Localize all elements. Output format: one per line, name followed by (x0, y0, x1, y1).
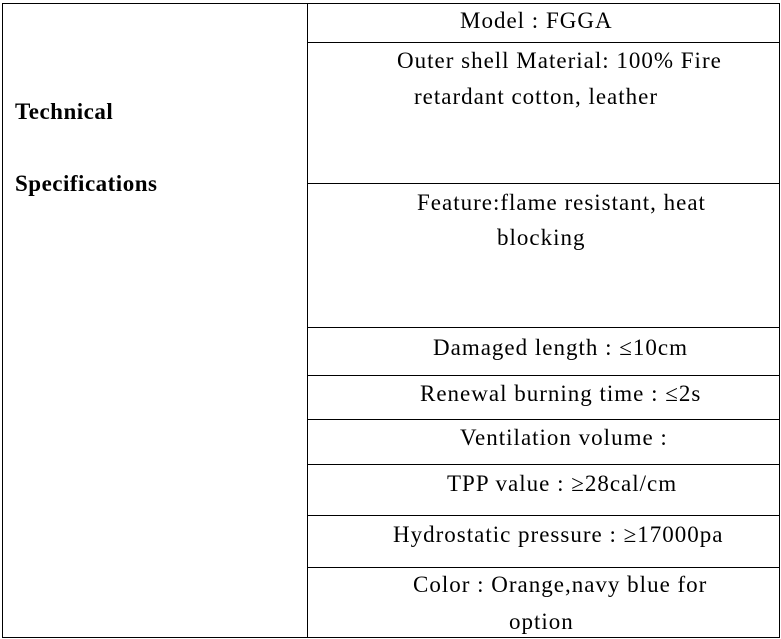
spec-feature: Feature:flame resistant, heat (417, 190, 706, 215)
row-divider (307, 419, 780, 420)
heading-line-1: Technical (15, 99, 114, 124)
table-border-right (779, 3, 780, 638)
spec-color-cont: option (509, 609, 574, 634)
column-divider (307, 3, 308, 638)
heading-line-2: Specifications (15, 171, 158, 196)
spec-hydrostatic-pressure: Hydrostatic pressure : ≥17000pa (393, 522, 724, 547)
spec-ventilation-volume: Ventilation volume : (460, 425, 668, 450)
spec-model: Model : FGGA (460, 8, 613, 33)
row-divider (307, 375, 780, 376)
spec-color: Color : Orange,navy blue for (413, 572, 708, 597)
row-divider (307, 515, 780, 516)
table-border-left (2, 3, 3, 638)
spec-material-cont: retardant cotton, leather (414, 84, 659, 109)
row-divider (307, 42, 780, 43)
row-divider (307, 464, 780, 465)
row-divider (307, 567, 780, 568)
table-border-top (2, 3, 780, 4)
spec-feature-cont: blocking (497, 225, 586, 250)
spec-renewal-burning-time: Renewal burning time : ≤2s (420, 381, 702, 406)
row-divider (307, 327, 780, 328)
row-divider (307, 183, 780, 184)
spec-tpp-value: TPP value : ≥28cal/cm (447, 471, 678, 496)
spec-damaged-length: Damaged length : ≤10cm (433, 335, 688, 360)
table-border-bottom (2, 637, 780, 638)
spec-material: Outer shell Material: 100% Fire (397, 48, 722, 73)
